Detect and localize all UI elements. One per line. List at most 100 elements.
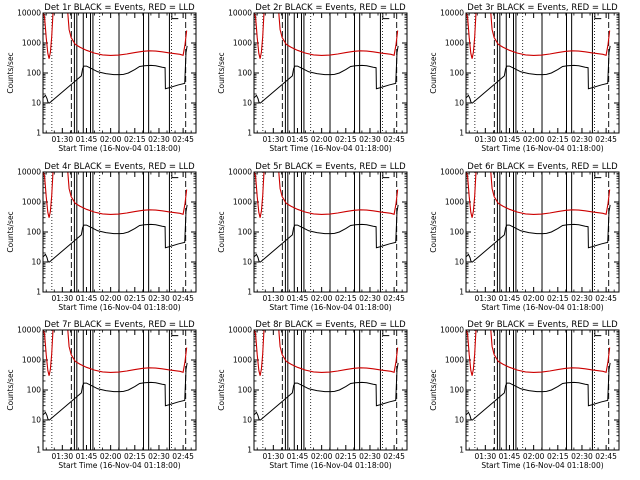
y-tick-label: 100 — [450, 69, 465, 78]
y-tick-label: 1000 — [22, 39, 41, 48]
x-tick-label: 01:30 — [263, 294, 285, 303]
panel-det-9: Det 9r BLACK = Events, RED = LLD 1 10 100 10… — [429, 320, 620, 470]
x-axis-label: Start Time (16-Nov-04 01:18:00) — [58, 303, 180, 312]
y-tick-label: 1 — [36, 446, 41, 455]
panel-det-2: Det 2r BLACK = Events, RED = LLD 1 10 100 10… — [217, 3, 408, 153]
x-tick-label: 02:15 — [547, 294, 569, 303]
x-tick-label: 02:15 — [124, 135, 146, 144]
y-tick-label: 10000 — [440, 9, 464, 18]
y-tick-label: 10000 — [228, 9, 252, 18]
plot-frame — [42, 12, 197, 134]
x-tick-label: 02:00 — [523, 452, 545, 461]
lld-line — [254, 172, 399, 218]
panel-title: Det 5r BLACK = Events, RED = LLD — [255, 162, 406, 172]
x-tick-label: 02:30 — [148, 135, 170, 144]
y-tick-label: 1 — [459, 288, 464, 297]
lld-line — [466, 330, 611, 376]
y-axis-label: Counts/sec — [6, 211, 15, 252]
panel-title: Det 8r BLACK = Events, RED = LLD — [255, 320, 406, 330]
panel-det-3: Det 3r BLACK = Events, RED = LLD 1 10 100 10… — [429, 3, 620, 153]
x-tick-label: 02:45 — [383, 294, 405, 303]
plot-frame — [465, 329, 620, 451]
x-tick-label: 01:45 — [499, 135, 521, 144]
y-axis-label: Counts/sec — [6, 369, 15, 410]
step-marker — [594, 13, 602, 20]
x-tick-label: 02:00 — [311, 135, 333, 144]
lld-line — [466, 13, 611, 59]
plot-area — [254, 13, 399, 133]
y-axis-label: Counts/sec — [429, 52, 438, 93]
x-tick-label: 02:30 — [571, 135, 593, 144]
x-tick-label: 02:15 — [335, 294, 357, 303]
x-tick-label: 02:00 — [523, 135, 545, 144]
x-tick-label: 01:30 — [52, 294, 74, 303]
step-marker — [594, 330, 602, 337]
y-tick-label: 10 — [242, 99, 252, 108]
x-tick-label: 02:30 — [148, 294, 170, 303]
step-marker — [382, 330, 390, 337]
events-line — [466, 45, 611, 104]
events-line — [43, 362, 188, 421]
lld-line — [254, 13, 399, 59]
plot-area — [43, 330, 188, 450]
step-marker — [171, 330, 179, 337]
events-line — [43, 45, 188, 104]
x-axis-label: Start Time (16-Nov-04 01:18:00) — [269, 303, 391, 312]
x-axis-label: Start Time (16-Nov-04 01:18:00) — [481, 461, 603, 470]
x-tick-label: 02:00 — [311, 294, 333, 303]
y-tick-label: 1 — [459, 129, 464, 138]
lld-line — [43, 13, 188, 59]
x-tick-label: 01:30 — [263, 452, 285, 461]
x-tick-label: 02:45 — [172, 452, 194, 461]
x-tick-label: 02:15 — [124, 452, 146, 461]
plot-frame — [253, 171, 408, 293]
plot-frame — [42, 171, 197, 293]
y-tick-label: 100 — [238, 228, 253, 237]
plot-area — [254, 330, 399, 450]
events-line — [254, 45, 399, 104]
y-tick-label: 1000 — [233, 356, 252, 365]
panel-title: Det 4r BLACK = Events, RED = LLD — [44, 162, 195, 172]
y-tick-label: 10 — [31, 416, 41, 425]
lld-line — [466, 172, 611, 218]
y-tick-label: 1000 — [445, 39, 464, 48]
y-tick-label: 1 — [247, 129, 252, 138]
plot-frame — [253, 329, 408, 451]
x-tick-label: 01:30 — [475, 452, 497, 461]
y-tick-label: 10000 — [228, 168, 252, 177]
x-tick-label: 02:45 — [383, 452, 405, 461]
x-tick-label: 02:00 — [523, 294, 545, 303]
x-tick-label: 02:30 — [359, 294, 381, 303]
y-tick-label: 100 — [27, 386, 42, 395]
panel-det-5: Det 5r BLACK = Events, RED = LLD 1 10 100 10… — [217, 162, 408, 312]
x-tick-label: 02:45 — [172, 294, 194, 303]
y-axis-label: Counts/sec — [217, 211, 226, 252]
y-axis-label: Counts/sec — [217, 369, 226, 410]
y-axis-label: Counts/sec — [217, 52, 226, 93]
panel-title: Det 6r BLACK = Events, RED = LLD — [467, 162, 618, 172]
panel-title: Det 3r BLACK = Events, RED = LLD — [467, 3, 618, 13]
x-axis-label: Start Time (16-Nov-04 01:18:00) — [481, 303, 603, 312]
x-tick-label: 01:45 — [76, 294, 98, 303]
panel-det-8: Det 8r BLACK = Events, RED = LLD 1 10 100 10… — [217, 320, 408, 470]
lld-line — [43, 330, 188, 376]
events-line — [466, 204, 611, 263]
x-tick-label: 02:45 — [595, 452, 617, 461]
y-tick-label: 100 — [27, 69, 42, 78]
plot-frame — [465, 171, 620, 293]
lld-line — [43, 172, 188, 218]
y-tick-label: 100 — [238, 69, 253, 78]
x-axis-label: Start Time (16-Nov-04 01:18:00) — [58, 461, 180, 470]
x-tick-label: 02:30 — [359, 452, 381, 461]
x-tick-label: 02:30 — [359, 135, 381, 144]
step-marker — [594, 172, 602, 179]
plot-frame — [42, 329, 197, 451]
y-tick-label: 10 — [454, 258, 464, 267]
y-tick-label: 1000 — [22, 356, 41, 365]
x-tick-label: 02:45 — [595, 294, 617, 303]
y-tick-label: 1000 — [445, 356, 464, 365]
x-axis-label: Start Time (16-Nov-04 01:18:00) — [58, 144, 180, 153]
y-axis-label: Counts/sec — [429, 211, 438, 252]
plot-area — [43, 172, 188, 292]
